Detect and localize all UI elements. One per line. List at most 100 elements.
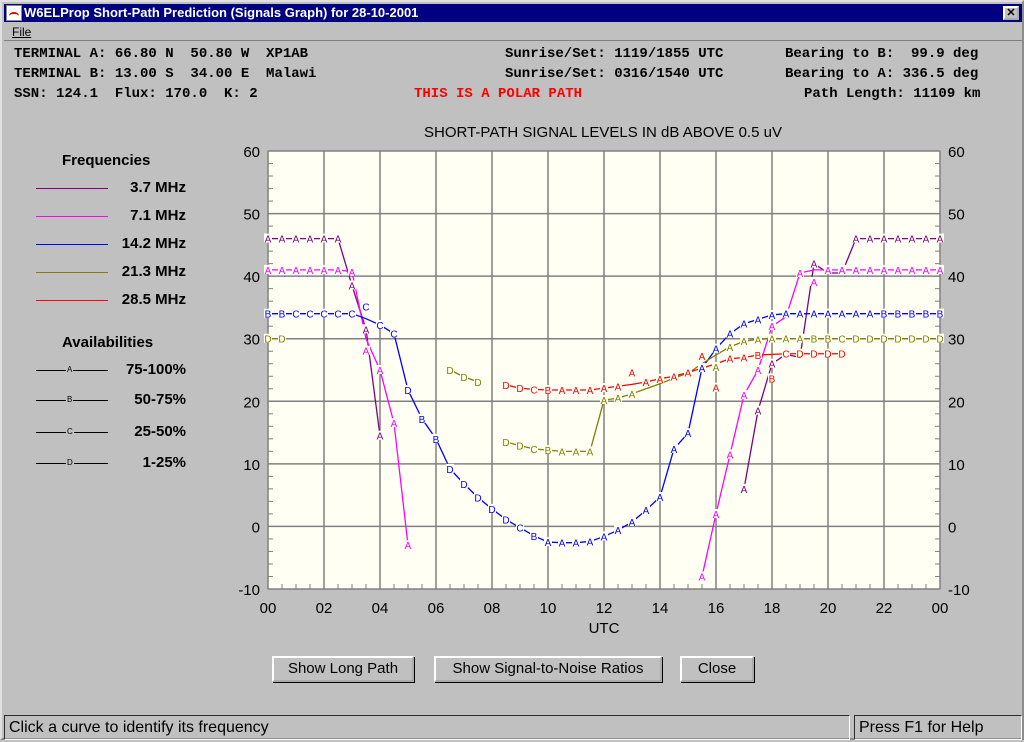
data-point-marker[interactable]: A [587,447,594,458]
data-point-marker[interactable]: B [279,310,286,321]
data-point-marker[interactable]: D [796,350,803,361]
data-point-marker[interactable]: A [307,235,314,246]
data-point-marker[interactable]: D [922,335,929,346]
data-point-marker[interactable]: A [923,266,930,277]
data-point-marker[interactable]: A [629,390,636,401]
data-point-marker[interactable]: B [825,335,832,346]
data-point-marker[interactable]: A [699,352,706,363]
data-point-marker[interactable]: A [755,315,762,326]
data-point-marker[interactable]: C [348,310,355,321]
data-point-marker[interactable]: B [433,435,440,446]
data-point-marker[interactable]: A [643,378,650,389]
data-point-marker[interactable]: A [713,384,720,395]
data-point-marker[interactable]: A [559,539,566,550]
data-point-marker[interactable]: D [502,381,509,392]
data-point-marker[interactable]: A [349,268,356,279]
data-point-marker[interactable]: D [502,516,509,527]
data-point-marker[interactable]: A [363,347,370,358]
data-point-marker[interactable]: B [419,415,426,426]
data-point-marker[interactable]: A [699,364,706,375]
data-point-marker[interactable]: A [545,538,552,549]
data-point-marker[interactable]: A [685,369,692,380]
data-point-marker[interactable]: D [908,335,915,346]
data-point-marker[interactable]: A [769,360,776,371]
data-point-marker[interactable]: D [852,335,859,346]
data-point-marker[interactable]: A [769,335,776,346]
data-point-marker[interactable]: A [279,235,286,246]
data-point-marker[interactable]: A [265,235,272,246]
data-point-marker[interactable]: A [293,235,300,246]
data-point-marker[interactable]: A [755,335,762,346]
data-point-marker[interactable]: A [615,394,622,405]
data-point-marker[interactable]: A [867,310,874,321]
data-point-marker[interactable]: A [741,485,748,496]
data-point-marker[interactable]: A [867,266,874,277]
data-point-marker[interactable]: B [755,351,762,362]
data-point-marker[interactable]: A [573,539,580,550]
data-point-marker[interactable]: B [769,374,776,385]
data-point-marker[interactable]: A [937,235,944,246]
data-point-marker[interactable]: A [643,506,650,517]
data-point-marker[interactable]: A [559,386,566,397]
data-point-marker[interactable]: A [615,382,622,393]
data-point-marker[interactable]: A [601,396,608,407]
data-point-marker[interactable]: A [937,266,944,277]
close-button[interactable]: Close [680,656,754,682]
data-point-marker[interactable]: A [853,266,860,277]
data-point-marker[interactable]: D [810,350,817,361]
data-point-marker[interactable]: C [320,310,327,321]
data-point-marker[interactable]: B [937,310,944,321]
data-point-marker[interactable]: D [516,384,523,395]
data-point-marker[interactable]: A [657,375,664,386]
data-point-marker[interactable]: A [349,282,356,293]
data-point-marker[interactable]: A [573,386,580,397]
data-point-marker[interactable]: D [488,505,495,516]
data-point-marker[interactable]: C [838,335,845,346]
data-point-marker[interactable]: D [880,335,887,346]
data-point-marker[interactable]: B [265,310,272,321]
data-point-marker[interactable]: A [279,266,286,277]
data-point-marker[interactable]: A [727,355,734,366]
data-point-marker[interactable]: A [615,526,622,537]
data-point-marker[interactable]: A [881,235,888,246]
data-point-marker[interactable]: D [894,335,901,346]
data-point-marker[interactable]: A [811,278,818,289]
data-point-marker[interactable]: B [923,310,930,321]
data-point-marker[interactable]: C [516,524,523,535]
data-point-marker[interactable]: A [713,363,720,374]
data-point-marker[interactable]: A [909,235,916,246]
data-point-marker[interactable]: D [824,350,831,361]
data-point-marker[interactable]: A [713,510,720,521]
data-point-marker[interactable]: D [866,335,873,346]
data-point-marker[interactable]: A [657,493,664,504]
data-point-marker[interactable]: A [587,537,594,548]
data-point-marker[interactable]: D [446,366,453,377]
data-point-marker[interactable]: A [321,235,328,246]
data-point-marker[interactable]: A [601,384,608,395]
data-point-marker[interactable]: B [895,310,902,321]
data-point-marker[interactable]: A [559,447,566,458]
data-point-marker[interactable]: D [516,442,523,453]
data-point-marker[interactable]: A [783,310,790,321]
data-point-marker[interactable]: A [713,345,720,356]
data-point-marker[interactable]: A [839,310,846,321]
data-point-marker[interactable]: B [545,386,552,397]
data-point-marker[interactable]: A [377,366,384,377]
show-long-path-button[interactable]: Show Long Path [272,656,414,682]
close-window-button[interactable]: ✕ [1003,6,1019,20]
data-point-marker[interactable]: A [853,310,860,321]
data-point-marker[interactable]: A [727,343,734,354]
data-point-marker[interactable]: A [895,266,902,277]
data-point-marker[interactable]: A [797,335,804,346]
data-point-marker[interactable]: C [530,445,537,456]
data-point-marker[interactable]: D [474,494,481,505]
data-point-marker[interactable]: C [306,310,313,321]
data-point-marker[interactable]: A [685,429,692,440]
data-point-marker[interactable]: A [727,330,734,341]
data-point-marker[interactable]: A [811,260,818,271]
data-point-marker[interactable]: A [727,450,734,461]
data-point-marker[interactable]: A [783,335,790,346]
data-point-marker[interactable]: A [797,269,804,280]
data-point-marker[interactable]: A [881,266,888,277]
data-point-marker[interactable]: D [264,335,271,346]
